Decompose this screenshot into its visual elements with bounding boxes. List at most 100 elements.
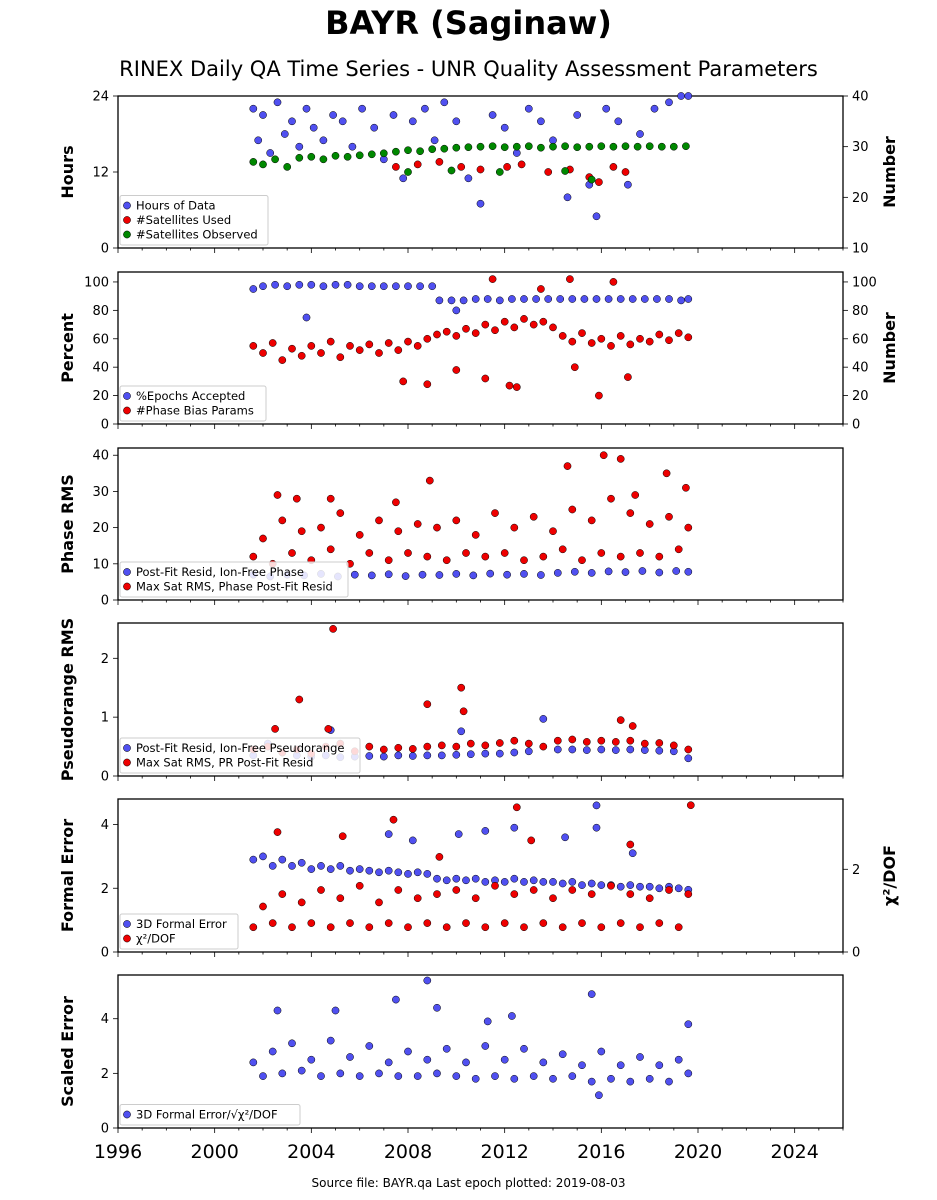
- data-point-red: [539, 552, 548, 561]
- data-point-red: [655, 330, 664, 339]
- data-point-red: [684, 523, 693, 532]
- data-point-red: [413, 160, 422, 169]
- data-point-red: [392, 498, 400, 507]
- data-point-blue: [549, 1074, 557, 1083]
- y2-axis-label: Number: [880, 136, 899, 208]
- data-point-red: [365, 923, 374, 932]
- data-point-red: [539, 742, 548, 751]
- data-point-blue: [379, 282, 388, 291]
- data-point-blue: [655, 746, 664, 755]
- data-point-red: [558, 332, 567, 340]
- data-point-red: [452, 742, 461, 751]
- data-point-blue: [440, 98, 449, 107]
- y-tick-label: 0: [101, 1122, 109, 1137]
- data-point-green: [500, 143, 509, 152]
- data-point-blue: [677, 296, 685, 305]
- data-point-red: [259, 534, 267, 543]
- data-point-blue: [665, 98, 673, 107]
- data-point-blue: [336, 1069, 345, 1078]
- data-point-blue: [684, 567, 693, 576]
- y-axis-label: Phase RMS: [58, 474, 77, 574]
- data-point-red: [404, 337, 412, 346]
- data-point-blue: [510, 748, 519, 757]
- y-tick-label: 100: [84, 275, 109, 290]
- data-point-green: [447, 166, 456, 175]
- data-point-red: [423, 919, 432, 927]
- data-point-green: [331, 151, 340, 160]
- data-point-red: [587, 339, 596, 347]
- data-point-red: [578, 329, 586, 337]
- data-point-red: [442, 923, 451, 932]
- data-point-red: [392, 163, 400, 171]
- data-point-red: [587, 516, 596, 525]
- data-point-red: [408, 745, 417, 753]
- x-tick-label: 2020: [674, 1141, 722, 1163]
- data-point-blue: [384, 866, 393, 875]
- data-point-blue: [650, 104, 659, 113]
- data-point-green: [343, 152, 352, 161]
- data-point-red: [607, 342, 615, 350]
- data-point-green: [452, 143, 461, 152]
- data-point-blue: [628, 849, 637, 858]
- legend-box: [119, 195, 269, 246]
- data-point-red: [510, 523, 519, 532]
- data-point-red: [459, 707, 468, 716]
- data-point-blue: [602, 104, 611, 113]
- x-tick-label: 1996: [94, 1141, 142, 1163]
- data-point-red: [616, 455, 625, 463]
- data-point-red: [539, 317, 548, 326]
- data-point-red: [553, 736, 562, 745]
- data-point-blue: [358, 104, 366, 113]
- legend-marker: [123, 201, 131, 210]
- data-point-blue: [283, 282, 292, 291]
- data-point-blue: [553, 569, 562, 577]
- y-tick-label: 4: [101, 818, 109, 833]
- data-point-red: [278, 516, 287, 525]
- y-tick-label: 60: [92, 332, 109, 347]
- data-point-blue: [495, 296, 504, 305]
- data-point-blue: [469, 571, 478, 580]
- data-point-blue: [549, 136, 557, 145]
- data-point-blue: [568, 1072, 577, 1080]
- data-point-blue: [433, 874, 441, 883]
- data-point-blue: [500, 1055, 509, 1064]
- data-point-blue: [481, 1042, 490, 1050]
- data-point-red: [413, 894, 422, 903]
- data-point-red: [384, 556, 393, 565]
- data-point-red: [375, 898, 383, 907]
- data-point-blue: [338, 117, 347, 126]
- legend-box: [119, 913, 239, 950]
- data-point-red: [442, 327, 451, 336]
- data-point-blue: [674, 1055, 683, 1064]
- data-point-blue: [457, 727, 466, 736]
- data-point-red: [481, 923, 490, 932]
- data-point-blue: [570, 567, 579, 576]
- data-point-red: [394, 886, 403, 894]
- data-point-red: [520, 556, 528, 565]
- data-point-red: [684, 333, 693, 342]
- x-tick-label: 2024: [770, 1141, 818, 1163]
- data-point-blue: [326, 865, 335, 873]
- data-point-red: [587, 890, 596, 898]
- y-tick-label: 0: [101, 242, 109, 257]
- data-point-red: [517, 160, 526, 169]
- data-point-blue: [462, 1058, 470, 1067]
- data-point-blue: [249, 104, 258, 113]
- data-point-green: [259, 160, 267, 169]
- data-point-green: [561, 167, 569, 175]
- data-point-blue: [645, 1074, 654, 1083]
- data-point-blue: [307, 280, 316, 289]
- data-point-blue: [582, 746, 591, 754]
- y-tick-label: 0: [101, 946, 109, 961]
- data-point-blue: [428, 282, 437, 291]
- footer-source-text: Source file: BAYR.qa Last epoch plotted:…: [311, 1176, 626, 1190]
- data-point-blue: [532, 295, 540, 303]
- data-point-red: [558, 545, 567, 554]
- data-point-red: [297, 351, 306, 360]
- data-point-red: [324, 725, 333, 733]
- data-point-green: [476, 142, 485, 151]
- data-point-red: [570, 363, 579, 372]
- data-point-blue: [638, 567, 647, 575]
- data-point-blue: [346, 866, 354, 875]
- data-point-red: [665, 886, 673, 894]
